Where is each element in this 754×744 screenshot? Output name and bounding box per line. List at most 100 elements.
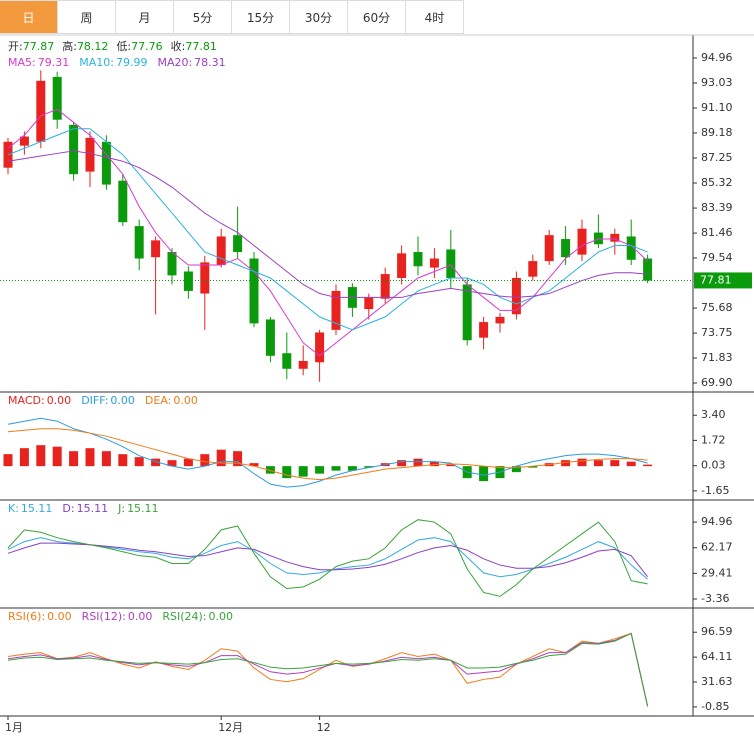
candle-body bbox=[577, 228, 587, 255]
candle-body bbox=[36, 80, 46, 142]
macd-bar bbox=[364, 466, 374, 468]
y-tick-label: 31.63 bbox=[701, 675, 733, 688]
candle-body bbox=[462, 284, 472, 341]
y-tick-label: 87.25 bbox=[701, 151, 733, 164]
y-tick-label: 83.39 bbox=[701, 201, 733, 214]
y-tick-label: 94.96 bbox=[701, 515, 733, 528]
macd-bar bbox=[413, 458, 423, 467]
tab[interactable]: 5分 bbox=[174, 0, 232, 34]
tab[interactable]: 月 bbox=[116, 0, 174, 34]
y-tick-label: 29.41 bbox=[701, 566, 733, 579]
macd-bar bbox=[315, 466, 325, 474]
y-tick-label: 81.46 bbox=[701, 226, 733, 239]
indicator-line bbox=[7, 632, 649, 707]
macd-bar bbox=[561, 460, 571, 467]
legend-name: J: bbox=[117, 502, 125, 515]
macd-bar bbox=[331, 466, 341, 471]
candle-body bbox=[118, 180, 128, 223]
tab[interactable]: 30分 bbox=[290, 0, 348, 34]
candle-body bbox=[397, 253, 407, 278]
candle-body bbox=[446, 249, 456, 278]
tab[interactable]: 周 bbox=[58, 0, 116, 34]
candle-body bbox=[216, 236, 226, 266]
legend-value: 0.00 bbox=[110, 394, 135, 407]
x-tick-label: 1月 bbox=[5, 721, 23, 734]
indicator-line bbox=[7, 417, 648, 488]
macd-bar bbox=[626, 461, 636, 467]
macd-bar bbox=[118, 454, 128, 467]
legend-entry: RSI(12): 0.00 bbox=[82, 610, 153, 623]
indicator-line bbox=[7, 542, 648, 578]
macd-bar bbox=[528, 466, 538, 468]
legend-entry: DEA: 0.00 bbox=[145, 394, 198, 407]
y-tick-label: 71.83 bbox=[701, 351, 733, 364]
indicator-line bbox=[7, 128, 648, 331]
macd-bar bbox=[3, 454, 13, 467]
candle-body bbox=[511, 277, 521, 315]
legend-entry: MA10: 79.99 bbox=[79, 56, 147, 69]
legend-name: MA5: bbox=[8, 56, 36, 69]
tab[interactable]: 15分 bbox=[232, 0, 290, 34]
legend-value: 0.00 bbox=[128, 610, 153, 623]
tab[interactable]: 4时 bbox=[406, 0, 464, 34]
legend-name: MA10: bbox=[79, 56, 114, 69]
macd-bar bbox=[643, 464, 653, 467]
candle-body bbox=[643, 258, 653, 281]
legend-name: MA20: bbox=[157, 56, 192, 69]
macd-bar bbox=[298, 466, 308, 477]
y-tick-label: -0.85 bbox=[701, 700, 729, 713]
legend-name: DEA: bbox=[145, 394, 171, 407]
indicator-line bbox=[7, 632, 649, 707]
candle-body bbox=[69, 124, 79, 175]
candle-body bbox=[151, 240, 161, 258]
legend-entry: MACD: 0.00 bbox=[8, 394, 71, 407]
ohlc-info: 收:77.81 bbox=[171, 39, 217, 53]
candle-body bbox=[479, 322, 489, 338]
candle-body bbox=[626, 236, 636, 260]
y-tick-label: 62.17 bbox=[701, 541, 733, 554]
macd-bar bbox=[446, 464, 456, 467]
macd-bar bbox=[265, 466, 275, 474]
macd-bar bbox=[167, 460, 177, 467]
x-tick-label: 12月 bbox=[218, 721, 243, 734]
macd-bar bbox=[479, 466, 489, 482]
candle-body bbox=[495, 316, 505, 324]
last-price-box bbox=[694, 272, 752, 289]
macd-bar bbox=[85, 448, 95, 467]
y-tick-label: 91.10 bbox=[701, 101, 733, 114]
tab[interactable]: 60分 bbox=[348, 0, 406, 34]
legend-entry: J: 15.11 bbox=[117, 502, 158, 515]
indicator-line bbox=[7, 150, 648, 298]
legend-value: 78.31 bbox=[194, 56, 226, 69]
candle-body bbox=[561, 239, 571, 258]
ohlc-info: 低:77.76 bbox=[116, 40, 162, 53]
y-tick-label: 64.11 bbox=[701, 650, 733, 663]
macd-bar bbox=[183, 458, 193, 467]
y-tick-label: 69.90 bbox=[701, 376, 733, 389]
candle-body bbox=[183, 271, 193, 291]
ohlc-value: 77.87 bbox=[23, 40, 55, 53]
tab[interactable]: 日 bbox=[0, 0, 58, 34]
macd-bar bbox=[36, 445, 46, 467]
y-tick-label: -1.65 bbox=[701, 484, 729, 497]
y-tick-label: 79.54 bbox=[701, 251, 733, 264]
ohlc-label: 收: bbox=[171, 39, 186, 53]
candle-body bbox=[528, 261, 538, 277]
candle-body bbox=[85, 137, 95, 172]
candle-body bbox=[298, 360, 308, 369]
ohlc-value: 78.12 bbox=[77, 40, 109, 53]
candle-body bbox=[282, 353, 292, 369]
legend-value: 79.99 bbox=[116, 56, 148, 69]
candle-body bbox=[19, 136, 29, 146]
x-tick-label: 12 bbox=[317, 721, 331, 734]
legend-value: 15.11 bbox=[127, 502, 159, 515]
y-tick-label: 85.32 bbox=[701, 176, 733, 189]
legend-value: 0.00 bbox=[47, 394, 72, 407]
macd-bar bbox=[593, 460, 603, 467]
candle-body bbox=[429, 258, 439, 268]
y-tick-label: 75.68 bbox=[701, 301, 733, 314]
ohlc-value: 77.76 bbox=[131, 40, 163, 53]
macd-bar bbox=[282, 466, 292, 479]
